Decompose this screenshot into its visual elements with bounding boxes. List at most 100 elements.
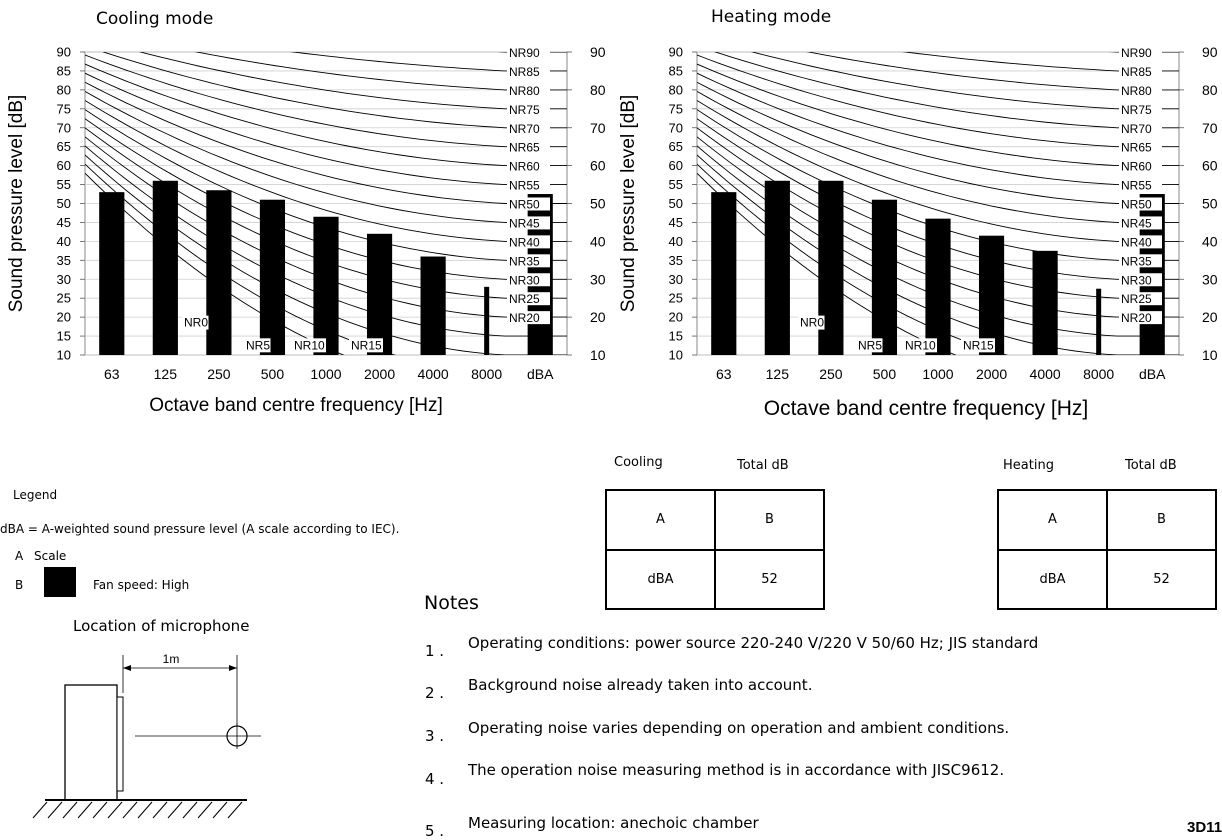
- document-code: 3D115: [1187, 819, 1222, 836]
- chart1-x-tick-label: 125: [766, 366, 790, 382]
- chart1-x-tick-label: 1000: [922, 366, 953, 382]
- chart1-nr-curve: [697, 100, 1179, 242]
- chart1-nr-label: NR35: [1121, 254, 1152, 268]
- indoor-unit-front-shape: [116, 696, 124, 792]
- microphone-icon: [226, 725, 248, 747]
- note-2-text: Background noise already taken into acco…: [468, 676, 813, 694]
- chart1-nr-curve: [697, 54, 1179, 148]
- chart0-y-tick-left: 25: [57, 291, 71, 306]
- chart0-x-tick-label: 4000: [418, 366, 449, 382]
- legend-b-text: Fan speed: High: [93, 578, 190, 592]
- chart0-nr-label: NR30: [509, 273, 540, 287]
- notes-title: Notes: [424, 592, 479, 614]
- chart1-nr-label-bg: [1119, 311, 1162, 325]
- chart1-nr-curve: [697, 63, 1179, 167]
- chart0-nr-low-label-bg: [182, 315, 209, 330]
- chart0-nr-label-bg: [507, 102, 550, 116]
- chart0-nr-label: NR50: [509, 198, 540, 212]
- chart1-nr-curve: [750, 52, 1179, 110]
- chart0-nr-label-bg: [507, 178, 550, 192]
- chart0-nr-label-bg: [507, 311, 550, 325]
- chart0-nr-low-label-bg: [244, 338, 271, 353]
- chart0-x-tick-label: 125: [154, 366, 178, 382]
- chart1-y-axis-title: Sound pressure level [dB]: [618, 95, 639, 313]
- chart0-y-tick-right: 10: [590, 347, 606, 363]
- chart1-y-tick-left: 35: [669, 253, 683, 268]
- legend-b-key: B: [15, 578, 24, 592]
- chart0-x-tick-label: 2000: [364, 366, 395, 382]
- chart0-y-tick-left: 10: [57, 348, 71, 363]
- chart1-nr-label: NR80: [1121, 84, 1152, 98]
- chart0-nr-label-bg: [507, 140, 550, 154]
- chart1-y-tick-left: 25: [669, 291, 683, 306]
- cooling-table-cell-value: 52: [714, 548, 825, 610]
- chart1-nr-label: NR45: [1121, 216, 1152, 230]
- chart1-y-tick-left: 75: [669, 101, 683, 116]
- chart0-nr-curve: [102, 52, 567, 129]
- chart1-nr-label-bg: [1119, 83, 1162, 97]
- chart1-nr-low-label-bg: [961, 338, 995, 353]
- chart0-y-tick-left: 40: [57, 234, 71, 249]
- chart1-y-tick-left: 20: [669, 310, 683, 325]
- chart1-nr-label-bg: [1119, 121, 1162, 135]
- chart0-nr-label: NR35: [509, 254, 540, 268]
- chart0-nr-label-bg: [507, 235, 550, 249]
- chart1-y-tick-right: 30: [1202, 271, 1218, 287]
- chart1-nr-low-label: NR10: [905, 338, 936, 352]
- chart1-nr-curve: [714, 52, 1179, 129]
- chart1-nr-label-bg: [1119, 46, 1162, 59]
- chart0-nr-label: NR65: [509, 141, 540, 155]
- chart1-nr-label-bg: [1119, 292, 1162, 306]
- chart0-nr-label: NR20: [509, 311, 540, 325]
- chart0-nr-label-bg: [507, 254, 550, 268]
- dimension-arrow-right: [229, 665, 237, 671]
- chart1-bar: [978, 235, 1005, 355]
- legend-a-text: Scale: [34, 549, 67, 563]
- chart1-y-tick-left: 50: [669, 196, 683, 211]
- chart1-y-tick-left: 60: [669, 158, 683, 173]
- heating-chart-title: Heating mode: [711, 7, 832, 27]
- cooling-table: A B dBA 52: [605, 489, 825, 610]
- chart1-nr-curve: [697, 91, 1179, 223]
- chart0-x-tick-label: 250: [207, 366, 231, 382]
- chart0-nr-curve: [85, 100, 567, 242]
- note-4-text: The operation noise measuring method is …: [468, 761, 1005, 779]
- heating-table-cell-dba: dBA: [997, 548, 1108, 610]
- note-3-number: 3 .: [425, 727, 445, 745]
- chart1-nr-label: NR70: [1121, 122, 1152, 136]
- chart0-y-tick-left: 70: [57, 120, 71, 135]
- chart1-nr-curve: [697, 81, 1179, 204]
- chart0-y-axis-title: Sound pressure level [dB]: [6, 95, 27, 313]
- cooling-chart-title: Cooling mode: [96, 9, 214, 29]
- chart0-x-tick-label: 8000: [471, 366, 502, 382]
- chart1-nr-label: NR90: [1121, 46, 1152, 60]
- chart0-x-axis-title: Octave band centre frequency [Hz]: [149, 395, 443, 416]
- chart0-nr-curve: [85, 109, 567, 261]
- chart1-y-tick-right: 90: [1202, 44, 1218, 60]
- chart1-x-tick-label: 500: [873, 366, 897, 382]
- chart1-nr-label: NR30: [1121, 273, 1152, 287]
- chart0-bar: [152, 180, 178, 355]
- chart0-bar: [99, 192, 125, 355]
- chart1-bar: [1032, 250, 1058, 355]
- chart1-nr-label: NR50: [1121, 198, 1152, 212]
- chart1-nr-curve: [806, 52, 1179, 91]
- heating-table-cell-a: A: [997, 489, 1108, 551]
- chart0-bar: [420, 256, 446, 355]
- floor-hatching: [32, 801, 243, 819]
- chart0-y-tick-left: 60: [57, 158, 71, 173]
- heating-table-total-label: Total dB: [1125, 458, 1177, 473]
- chart1-nr-label-bg: [1119, 64, 1162, 78]
- chart1-nr-label-bg: [1119, 273, 1162, 287]
- note-1-text: Operating conditions: power source 220-2…: [468, 634, 1039, 652]
- chart1-bar: [764, 180, 790, 355]
- chart1-y-tick-right: 10: [1202, 347, 1218, 363]
- chart0-nr-label-bg: [507, 46, 550, 59]
- chart0-y-tick-right: 20: [590, 309, 606, 325]
- note-2-number: 2 .: [425, 684, 445, 702]
- chart1-nr-low-label-bg: [856, 338, 883, 353]
- chart1-y-tick-right: 80: [1202, 82, 1218, 98]
- chart1-y-tick-left: 10: [669, 348, 683, 363]
- chart0-x-tick-label: dBA: [527, 366, 554, 382]
- chart0-bar: [366, 233, 393, 355]
